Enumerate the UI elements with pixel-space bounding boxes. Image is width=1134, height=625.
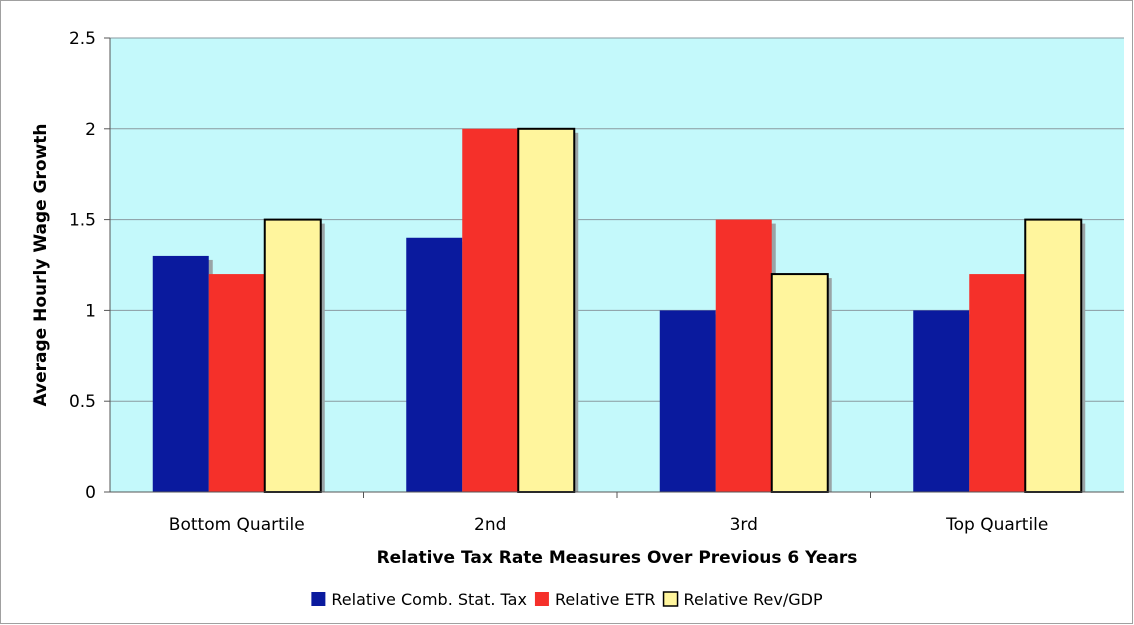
bar	[659, 310, 716, 492]
x-axis-ticks: Bottom Quartile 2nd 3rd Top Quartile	[169, 492, 1048, 535]
x-tick-label: 3rd	[730, 515, 758, 535]
legend-label: Relative Rev/GDP	[684, 590, 823, 609]
y-tick-label: 0.5	[69, 392, 96, 412]
bar	[770, 273, 829, 493]
bar	[517, 127, 576, 494]
legend: Relative Comb. Stat. Tax Relative ETR Rela…	[311, 590, 823, 609]
y-tick-label: 2	[85, 120, 96, 140]
legend-label: Relative ETR	[555, 590, 656, 609]
bar	[208, 274, 265, 492]
bar	[462, 128, 519, 493]
bar	[969, 274, 1026, 492]
x-tick-label: 2nd	[474, 515, 506, 535]
legend-swatch	[662, 591, 679, 607]
y-tick-label: 0	[85, 483, 96, 503]
legend-label: Relative Comb. Stat. Tax	[331, 590, 527, 609]
bar	[406, 237, 463, 492]
y-tick-label: 1	[85, 301, 96, 321]
y-tick-label: 2.5	[69, 29, 96, 49]
bar	[152, 255, 209, 492]
bar	[263, 218, 322, 493]
legend-swatch	[534, 592, 549, 606]
y-tick-label: 1.5	[69, 211, 96, 231]
x-tick-label: Bottom Quartile	[169, 515, 305, 535]
x-tick-label: Top Quartile	[945, 515, 1048, 535]
bars	[152, 127, 1086, 494]
bar	[913, 310, 970, 492]
legend-swatch	[311, 592, 326, 606]
y-axis-title: Average Hourly Wage Growth	[31, 123, 51, 406]
x-axis-title: Relative Tax Rate Measures Over Previous…	[377, 548, 858, 568]
bar	[1024, 218, 1083, 493]
bar	[715, 219, 772, 492]
